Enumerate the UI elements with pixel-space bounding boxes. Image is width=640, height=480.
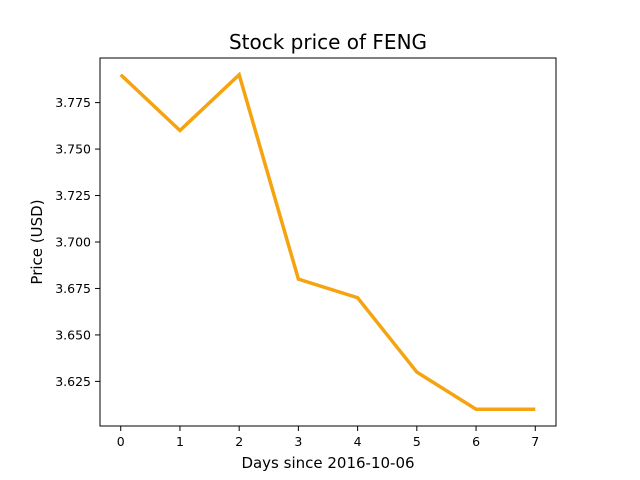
x-axis-label: Days since 2016-10-06	[241, 454, 414, 472]
y-tick-label: 3.750	[55, 142, 91, 157]
x-tick-label: 7	[531, 434, 539, 449]
x-tick-label: 1	[176, 434, 184, 449]
y-tick-label: 3.625	[55, 374, 91, 389]
chart-title: Stock price of FENG	[229, 30, 427, 54]
y-axis: 3.625 3.650 3.675 3.700 3.725 3.750 3.775	[55, 95, 100, 389]
x-tick-label: 3	[294, 434, 302, 449]
y-axis-label: Price (USD)	[28, 199, 46, 284]
x-tick-label: 2	[235, 434, 243, 449]
x-tick-label: 4	[354, 434, 362, 449]
plot-area	[99, 57, 557, 427]
series-line	[119, 71, 536, 412]
x-tick-label: 6	[472, 434, 480, 449]
x-axis: 0 1 2 3 4 5 6 7	[117, 426, 539, 449]
y-tick-label: 3.650	[55, 327, 91, 342]
y-tick-label: 3.700	[55, 235, 91, 250]
x-tick-label: 5	[413, 434, 421, 449]
y-tick-label: 3.725	[55, 188, 91, 203]
x-tick-label: 0	[117, 434, 125, 449]
y-tick-label: 3.775	[55, 95, 91, 110]
plot-frame	[99, 57, 557, 427]
y-tick-label: 3.675	[55, 281, 91, 296]
